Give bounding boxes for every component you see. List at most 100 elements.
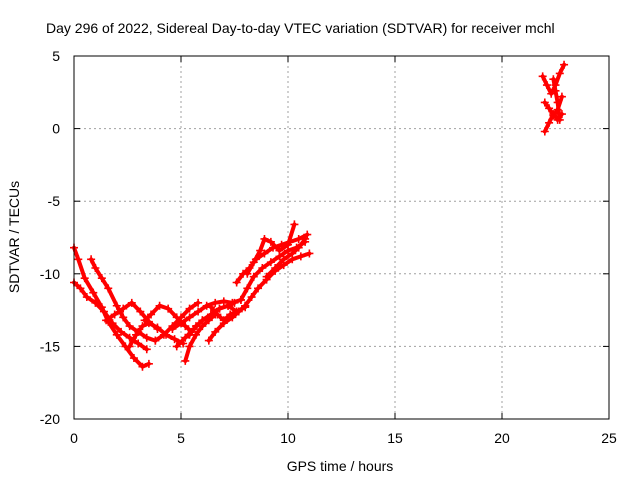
y-axis-label: SDTVAR / TECUs (6, 181, 22, 293)
series-line (89, 257, 158, 343)
data-point (99, 307, 108, 316)
data-point (254, 284, 263, 293)
data-point (194, 298, 203, 307)
data-point (147, 310, 156, 319)
data-point (181, 356, 190, 365)
data-point (91, 263, 100, 272)
data-point (170, 335, 179, 344)
y-tick-label: 0 (52, 121, 60, 137)
axis-ticks: 0 5 10 15 20 25 -20 -15 -10 -5 0 5 (40, 48, 617, 446)
data-point (241, 301, 250, 310)
data-point (125, 342, 134, 351)
data-point (262, 272, 271, 281)
x-axis-label: GPS time / hours (287, 458, 394, 474)
data-point (236, 295, 245, 304)
series-line (551, 77, 562, 122)
series-line (153, 300, 201, 343)
y-tick-label: -10 (40, 266, 60, 282)
x-tick-label: 15 (387, 430, 403, 446)
data-point (230, 298, 239, 307)
chart-title: Day 296 of 2022, Sidereal Day-to-day VTE… (46, 20, 555, 36)
series-line (234, 232, 310, 285)
x-tick-label: 0 (70, 430, 78, 446)
data-point (226, 310, 235, 319)
data-point (134, 339, 143, 348)
data-point (557, 92, 566, 101)
data-point (144, 319, 153, 328)
data-point (256, 246, 265, 255)
y-tick-label: -20 (40, 411, 60, 427)
data-point (74, 255, 83, 264)
data-point (138, 322, 147, 331)
data-point (108, 319, 117, 328)
x-tick-label: 25 (601, 430, 617, 446)
series-track-1 (70, 243, 153, 371)
data-point (76, 284, 85, 293)
data-point (185, 330, 194, 339)
data-point (275, 246, 284, 255)
data-point (260, 234, 269, 243)
data-point (247, 293, 256, 302)
series-track-21 (540, 110, 566, 136)
data-point (211, 327, 220, 336)
data-point (249, 272, 258, 281)
data-point (132, 330, 141, 339)
data-point (142, 333, 151, 342)
data-point (142, 345, 151, 354)
data-point (198, 316, 207, 325)
data-point (164, 304, 173, 313)
data-point (542, 81, 551, 90)
data-point (181, 322, 190, 331)
data-point (153, 323, 162, 332)
x-tick-label: 20 (494, 430, 510, 446)
series-line (245, 222, 297, 276)
data-point (219, 297, 228, 306)
data-point (540, 98, 549, 107)
series-track-17 (243, 220, 299, 278)
data-point (553, 98, 562, 107)
data-point (129, 354, 138, 363)
data-point (206, 303, 215, 312)
grid (74, 56, 609, 419)
data-point (127, 298, 136, 307)
data-point (258, 263, 267, 272)
data-point (266, 237, 275, 246)
data-point (82, 293, 91, 302)
data-point (271, 263, 280, 272)
series-track-22 (549, 75, 564, 124)
y-tick-label: -15 (40, 338, 60, 354)
data-point (243, 269, 252, 278)
data-point (538, 72, 547, 81)
data-point (177, 319, 185, 328)
data-point (224, 301, 233, 310)
data-point (249, 258, 258, 267)
data-point (119, 313, 128, 322)
data-point (560, 60, 569, 69)
data-point (97, 274, 106, 283)
data-point (185, 313, 194, 322)
series-track-5 (125, 319, 188, 351)
data-point (549, 110, 558, 119)
x-tick-label: 10 (280, 430, 296, 446)
data-point (215, 304, 224, 313)
data-point (555, 115, 564, 124)
data-point (140, 316, 149, 325)
data-point (243, 284, 252, 293)
data-point (547, 89, 556, 98)
data-point (551, 86, 560, 95)
data-point (191, 322, 200, 331)
data-point (110, 310, 119, 319)
data-point (219, 316, 228, 325)
data-point (555, 69, 564, 78)
series-track-13 (206, 303, 250, 325)
data-point (232, 278, 241, 287)
data-point (266, 258, 275, 267)
series-track-14 (236, 237, 310, 304)
data-point (202, 301, 211, 310)
y-tick-label: 5 (52, 48, 60, 64)
y-tick-label: -5 (48, 193, 61, 209)
data-point (549, 75, 558, 84)
data-point (185, 304, 194, 313)
data-point (545, 118, 554, 127)
